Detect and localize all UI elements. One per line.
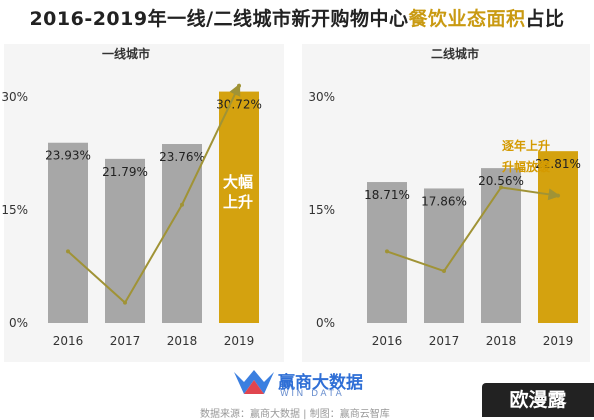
annotation-right-0: 逐年上升 [502,138,550,153]
logo-main-text: 赢商大数据 [278,373,363,393]
y-tick-label-left-2: 0% [9,316,28,330]
bar-right-2019 [538,151,578,323]
data-label-right-2016: 18.71% [364,188,410,202]
x-tick-label-left-2017: 2017 [110,334,141,348]
x-tick-label-left-2016: 2016 [53,334,84,348]
x-tick-label-right-2019: 2019 [543,334,574,348]
x-tick-label-right-2018: 2018 [486,334,517,348]
subchart-title-right: 二线城市 [431,46,479,61]
windata-logo-icon [234,370,274,394]
bar-right-2017 [424,188,464,323]
x-tick-label-right-2017: 2017 [429,334,460,348]
corner-badge: 欧漫露 [482,383,594,417]
logo-sub-text: WIN DATA [280,389,345,399]
data-label-right-2017: 17.86% [421,194,467,208]
annotation-left-1: 上升 [223,193,253,211]
bar-right-2018 [481,168,521,323]
trend-line-right [386,186,561,273]
data-label-left-2017: 21.79% [102,165,148,179]
bar-left-2016 [48,142,88,323]
y-tick-label-left-1: 15% [1,203,28,217]
x-tick-label-left-2018: 2018 [167,334,198,348]
y-tick-label-left-0: 30% [1,90,28,104]
annotation-right-1: 升幅放缓 [502,159,551,174]
trend-point-left-2018 [180,202,184,207]
bar-left-2018 [162,144,202,323]
windata-logo: 赢商大数据 WIN DATA [232,366,382,402]
trend-point-right-2018 [499,185,503,190]
trend-point-right-2017 [442,269,446,274]
x-tick-label-right-2016: 2016 [372,334,403,348]
data-source-note: 数据来源：赢商大数据 | 制图：赢商云智库 [200,409,390,420]
y-tick-label-right-1: 15% [308,203,335,217]
trend-line-left [67,83,241,305]
bar-left-2019 [219,91,259,324]
y-tick-label-right-0: 30% [308,90,335,104]
data-label-left-2019: 30.72% [216,98,262,112]
trend-point-left-2017 [123,300,127,305]
data-label-left-2018: 23.76% [159,150,205,164]
data-label-left-2016: 23.93% [45,149,91,163]
trend-point-left-2016 [66,249,70,254]
y-tick-label-right-2: 0% [316,316,335,330]
bar-left-2017 [105,158,145,323]
subchart-title-left: 一线城市 [102,46,150,61]
trend-point-right-2016 [385,249,389,254]
title-part-2-highlight: 餐饮业态面积 [408,8,526,30]
title-part-1: 2016-2019年一线/二线城市新开购物中心 [29,8,409,30]
data-label-right-2019: 22.81% [535,157,581,171]
annotation-left-0: 大幅 [223,173,253,191]
title-part-3: 占比 [525,8,565,30]
trend-point-right-2019 [556,193,560,198]
trend-point-left-2019 [237,83,241,88]
data-label-right-2018: 20.56% [478,174,524,188]
x-tick-label-left-2019: 2019 [224,334,255,348]
chart-title: 2016-2019年一线/二线城市新开购物中心餐饮业态面积占比 [0,4,594,31]
